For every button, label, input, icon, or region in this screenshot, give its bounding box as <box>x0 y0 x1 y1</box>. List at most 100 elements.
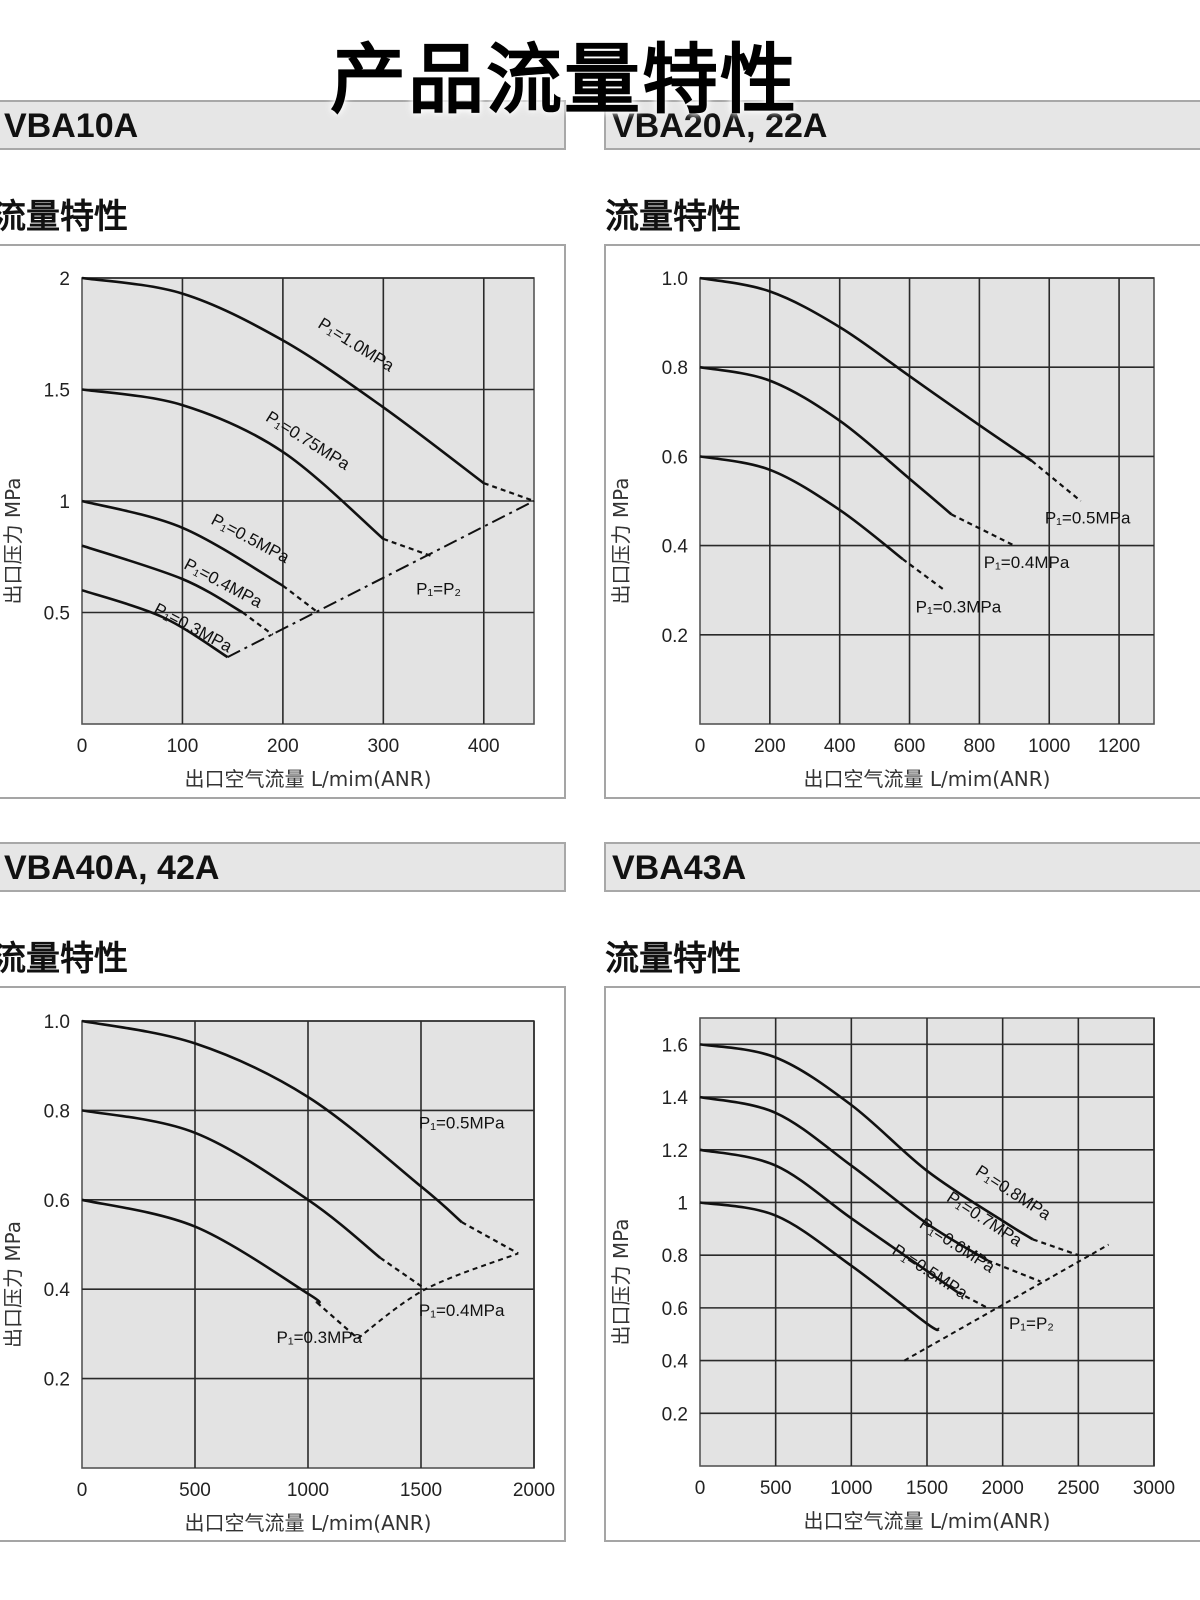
y-axis-title: 出口压力 MPa <box>1 477 25 604</box>
y-tick-label: 0.6 <box>662 447 688 468</box>
series-line-dashed <box>461 1221 519 1255</box>
series-line <box>699 1043 1034 1241</box>
series-label: P₁=0.5MPa <box>1045 508 1131 527</box>
series-line <box>699 365 953 516</box>
series-label: P₁=0.5MPa <box>419 1113 505 1132</box>
y-tick-label: 1.0 <box>44 1012 70 1033</box>
section-label-flow: 流量特性 <box>0 197 128 237</box>
y-axis-title: 出口压力 MPa <box>1 1221 25 1348</box>
chart-svg-vba43a: 0 500 1000 1500 2000 2500 3000 0.2 0.4 0.6 0.8 1 1.2… <box>609 1017 1175 1533</box>
y-tick-label: 0.8 <box>662 358 688 379</box>
y-tick-label: 0.8 <box>662 1246 688 1267</box>
model-header-vba43a: VBA43A <box>604 842 1200 892</box>
x-tick-label: 200 <box>267 736 299 757</box>
series-line <box>81 499 284 587</box>
y-tick-label: 1 <box>59 492 70 513</box>
x-tick-label: 2500 <box>1057 1478 1099 1499</box>
chart-vba43a: 0 500 1000 1500 2000 2500 3000 0.2 0.4 0.6 0.8 1 1.2… <box>604 986 1200 1542</box>
chart-vba40a: 0 500 1000 1500 2000 0.2 0.4 0.6 0.8 1.0 出口空气流量 L/… <box>0 986 566 1542</box>
series-line-dashed <box>950 513 1015 547</box>
y-tick-label: 0.8 <box>44 1101 70 1122</box>
x-tick-label: 1000 <box>830 1478 872 1499</box>
series-line-dashed <box>282 584 319 614</box>
series-line <box>699 1148 959 1294</box>
limit-line-label: P₁=P₂ <box>1009 1314 1054 1333</box>
x-tick-label: 2000 <box>982 1478 1024 1499</box>
x-tick-label: 400 <box>824 736 856 757</box>
x-axis-title: 出口空气流量 L/mim(ANR) <box>185 767 432 791</box>
x-tick-label: 3000 <box>1133 1478 1175 1499</box>
y-tick-label: 2 <box>59 269 70 290</box>
y-tick-label: 0.2 <box>662 626 688 647</box>
page-title: 产品流量特性 <box>330 35 798 124</box>
section-label-flow: 流量特性 <box>0 939 128 979</box>
x-tick-label: 0 <box>695 736 706 757</box>
x-tick-label: 100 <box>167 736 199 757</box>
x-tick-label: 500 <box>760 1478 792 1499</box>
series-line-dashed <box>1032 1238 1079 1257</box>
y-tick-label: 0.2 <box>44 1370 70 1391</box>
x-tick-label: 0 <box>77 1480 88 1501</box>
model-header-vba10a: VBA10A <box>0 100 566 150</box>
chart-vba20a: 0 200 400 600 800 1000 1200 0.2 0.4 0.6 0.8 1.0 出口空气… <box>604 244 1200 799</box>
y-tick-label: 1.5 <box>44 381 70 402</box>
model-header-vba40a: VBA40A, 42A <box>0 842 566 892</box>
series-line-dashed <box>901 558 946 592</box>
x-tick-label: 400 <box>468 736 500 757</box>
section-label-flow: 流量特性 <box>605 939 741 979</box>
series-line-dashed <box>987 1259 1041 1283</box>
x-tick-label: 800 <box>964 736 996 757</box>
series-line <box>81 276 485 485</box>
chart-vba10a: 0 100 200 300 400 0.5 1 1.5 2 出口空气流量 L/mim(ANR) 出口… <box>0 244 566 799</box>
series-line <box>81 1198 321 1304</box>
series-line <box>699 1095 989 1262</box>
model-header-vba20a: VBA20A, 22A <box>604 100 1200 150</box>
limit-line-label: P₁=P₂ <box>416 580 461 599</box>
y-axis-title: 出口压力 MPa <box>609 1218 633 1345</box>
x-tick-label: 1000 <box>287 1480 329 1501</box>
y-tick-label: 1.6 <box>662 1035 688 1056</box>
series-label: P₁=0.4MPa <box>984 553 1070 572</box>
chart-svg-vba10a: 0 100 200 300 400 0.5 1 1.5 2 出口空气流量 L/mim(ANR) 出口… <box>1 269 535 791</box>
chart-svg-vba40a: 0 500 1000 1500 2000 0.2 0.4 0.6 0.8 1.0 出口空气流量 L/… <box>1 1012 555 1535</box>
y-tick-label: 0.6 <box>662 1299 688 1320</box>
series-label: P₁=0.3MPa <box>916 598 1002 617</box>
y-tick-label: 0.4 <box>44 1280 71 1301</box>
series-line-dashed <box>242 611 274 636</box>
x-tick-label: 500 <box>179 1480 211 1501</box>
x-tick-label: 300 <box>367 736 399 757</box>
x-tick-label: 1000 <box>1028 736 1070 757</box>
x-axis-title: 出口空气流量 L/mim(ANR) <box>804 1509 1051 1533</box>
series-line-dashed <box>1031 460 1082 502</box>
series-line-dashed <box>382 537 434 558</box>
plot-area <box>699 277 1155 725</box>
series-line <box>81 1109 382 1259</box>
series-line <box>699 1201 940 1332</box>
x-tick-label: 2000 <box>513 1480 555 1501</box>
y-tick-label: 1.2 <box>662 1141 688 1162</box>
chart-svg-vba20a: 0 200 400 600 800 1000 1200 0.2 0.4 0.6 0.8 1.0 出口空气… <box>609 269 1155 791</box>
series-line <box>81 1019 463 1224</box>
series-line <box>81 544 244 614</box>
x-tick-label: 600 <box>894 736 926 757</box>
y-tick-label: 1 <box>677 1193 688 1214</box>
series-line-dashed <box>379 1256 427 1291</box>
y-tick-label: 0.6 <box>44 1191 70 1212</box>
series-line-dashed <box>483 482 535 503</box>
y-tick-label: 0.4 <box>662 1352 689 1373</box>
y-tick-label: 1.0 <box>662 269 688 290</box>
series-line <box>81 388 385 540</box>
series-line-dashed <box>956 1291 989 1309</box>
y-axis-title: 出口压力 MPa <box>609 477 633 604</box>
y-tick-label: 0.2 <box>662 1404 688 1425</box>
limit-line <box>227 500 535 658</box>
y-tick-label: 0.4 <box>662 537 689 558</box>
series-label: P₁=0.4MPa <box>419 1301 505 1320</box>
x-axis-title: 出口空气流量 L/mim(ANR) <box>804 767 1051 791</box>
series-line <box>699 276 1033 462</box>
x-tick-label: 1500 <box>906 1478 948 1499</box>
x-tick-label: 1200 <box>1098 736 1140 757</box>
series-line <box>699 455 904 561</box>
series-label: P₁=0.3MPa <box>277 1328 363 1347</box>
y-tick-label: 0.5 <box>44 604 70 625</box>
